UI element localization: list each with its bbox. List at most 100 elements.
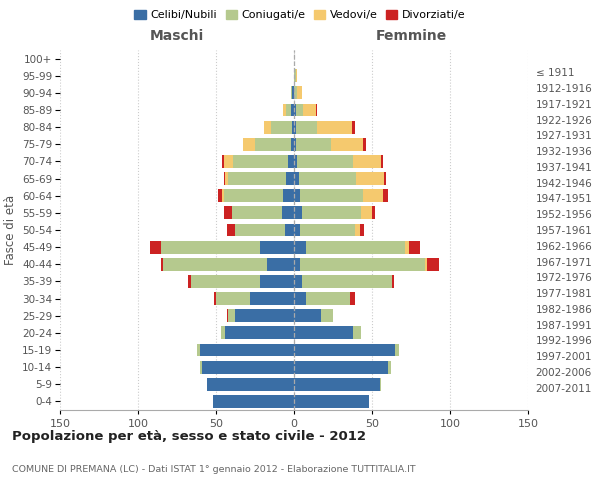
Bar — [235, 310, 294, 322]
Bar — [427, 258, 439, 270]
Bar — [291, 138, 294, 150]
Bar — [380, 378, 382, 390]
Bar — [286, 104, 291, 117]
Bar — [200, 360, 202, 374]
Bar — [331, 138, 362, 150]
Bar — [226, 172, 229, 185]
Bar — [355, 224, 359, 236]
Bar — [222, 155, 224, 168]
Bar — [294, 275, 302, 288]
Bar — [294, 172, 299, 185]
Bar — [265, 120, 271, 134]
Text: Maschi: Maschi — [150, 29, 204, 43]
Bar — [281, 206, 294, 220]
Bar — [260, 275, 294, 288]
Bar — [294, 104, 296, 117]
Bar — [206, 378, 294, 390]
Bar — [224, 206, 232, 220]
Text: COMUNE DI PREMANA (LC) - Dati ISTAT 1° gennaio 2012 - Elaborazione TUTTITALIA.IT: COMUNE DI PREMANA (LC) - Dati ISTAT 1° g… — [12, 465, 416, 474]
Bar — [294, 292, 307, 305]
Bar — [316, 104, 317, 117]
Bar — [294, 310, 320, 322]
Bar — [302, 275, 392, 288]
Bar — [352, 120, 355, 134]
Bar — [271, 120, 292, 134]
Bar — [294, 206, 302, 220]
Bar — [382, 155, 383, 168]
Bar — [294, 360, 388, 374]
Bar — [218, 190, 222, 202]
Bar — [300, 224, 355, 236]
Bar — [268, 258, 294, 270]
Bar — [286, 172, 294, 185]
Bar — [388, 360, 391, 374]
Bar — [202, 360, 294, 374]
Bar — [307, 240, 405, 254]
Bar — [350, 292, 355, 305]
Bar — [300, 258, 425, 270]
Bar — [291, 86, 292, 100]
Text: Femmine: Femmine — [376, 29, 446, 43]
Bar — [283, 190, 294, 202]
Bar — [299, 172, 356, 185]
Bar — [317, 120, 352, 134]
Bar — [294, 120, 296, 134]
Bar — [224, 155, 233, 168]
Bar — [302, 206, 361, 220]
Bar — [200, 344, 294, 356]
Bar — [361, 206, 372, 220]
Y-axis label: Anni di nascita: Anni di nascita — [599, 186, 600, 274]
Bar — [307, 292, 350, 305]
Y-axis label: Fasce di età: Fasce di età — [4, 195, 17, 265]
Bar — [283, 104, 286, 117]
Bar — [372, 206, 375, 220]
Bar — [242, 138, 255, 150]
Bar — [235, 224, 284, 236]
Bar — [300, 190, 362, 202]
Bar — [214, 292, 216, 305]
Bar — [383, 190, 388, 202]
Bar — [229, 172, 286, 185]
Bar — [294, 155, 297, 168]
Bar — [297, 86, 302, 100]
Bar — [353, 326, 361, 340]
Bar — [250, 292, 294, 305]
Bar — [296, 120, 317, 134]
Bar — [197, 344, 200, 356]
Bar — [213, 395, 294, 408]
Bar — [320, 310, 333, 322]
Bar — [395, 344, 398, 356]
Legend: Celibi/Nubili, Coniugati/e, Vedovi/e, Divorziati/e: Celibi/Nubili, Coniugati/e, Vedovi/e, Di… — [130, 6, 470, 25]
Bar — [292, 86, 294, 100]
Text: Popolazione per età, sesso e stato civile - 2012: Popolazione per età, sesso e stato civil… — [12, 430, 366, 443]
Bar — [260, 240, 294, 254]
Bar — [362, 190, 383, 202]
Bar — [294, 86, 297, 100]
Bar — [161, 258, 163, 270]
Bar — [232, 206, 281, 220]
Bar — [294, 240, 307, 254]
Bar — [425, 258, 427, 270]
Bar — [385, 172, 386, 185]
Bar — [392, 275, 394, 288]
Bar — [296, 138, 331, 150]
Bar — [353, 155, 382, 168]
Bar — [294, 378, 380, 390]
Bar — [163, 258, 268, 270]
Bar — [297, 155, 353, 168]
Bar — [294, 326, 353, 340]
Bar — [222, 190, 224, 202]
Bar — [362, 138, 366, 150]
Bar — [294, 138, 296, 150]
Bar — [405, 240, 409, 254]
Bar — [294, 344, 395, 356]
Bar — [294, 70, 296, 82]
Bar — [294, 258, 300, 270]
Bar — [292, 120, 294, 134]
Bar — [233, 155, 288, 168]
Bar — [227, 310, 229, 322]
Bar — [216, 292, 250, 305]
Bar — [304, 104, 316, 117]
Bar — [226, 326, 294, 340]
Bar — [409, 240, 421, 254]
